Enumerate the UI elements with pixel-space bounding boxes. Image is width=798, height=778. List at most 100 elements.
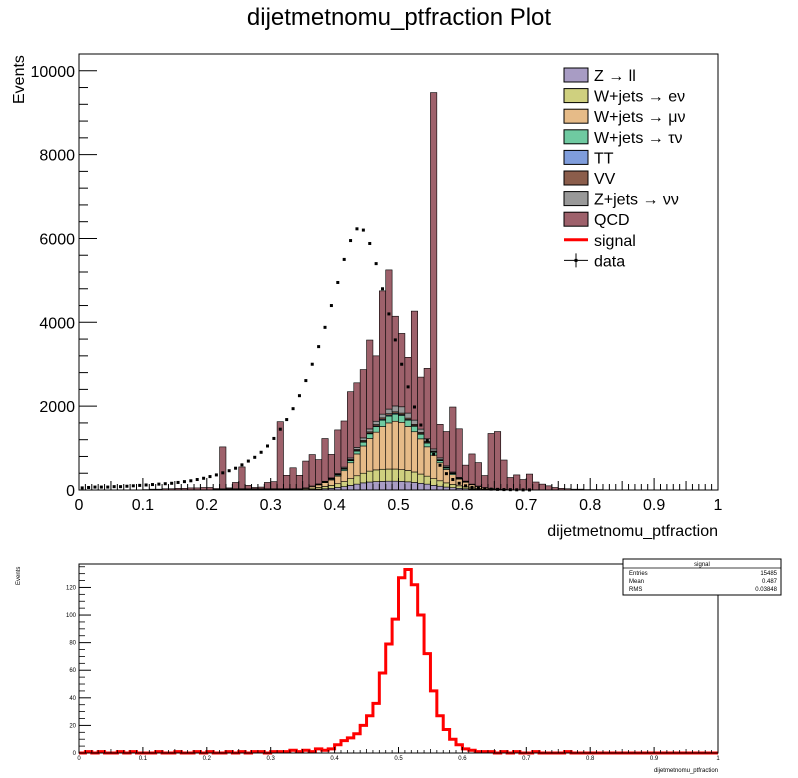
signal-x-tick-label: 0.9 [650,756,659,762]
data-point [208,475,212,479]
bar [340,470,348,482]
bar [404,481,412,491]
legend-item: Z+jets → νν [563,191,679,209]
bar [372,481,380,491]
data-point [329,304,333,308]
bar [379,481,387,491]
bar [436,460,444,464]
bar [545,485,553,491]
data-point [144,483,148,487]
bar [391,315,399,407]
chart-title: dijetmetnomu_ptfraction Plot [246,4,552,31]
data-point [163,482,167,486]
bar [270,481,278,490]
bar [321,486,329,490]
bar [379,413,387,419]
bar [423,475,431,485]
bar [334,429,342,474]
legend-label: data [594,253,625,270]
data-point [419,423,423,427]
data-point [451,478,455,482]
bar [436,485,444,491]
bar [398,481,406,491]
y-tick-label: 6000 [39,231,75,248]
data-point [464,484,468,488]
bar [366,481,374,491]
bar [372,355,380,422]
signal-x-tick-label: 0.1 [139,756,148,762]
data-point [106,485,110,489]
bar [359,441,367,447]
bar [430,485,438,491]
bar [347,478,355,486]
bar [494,431,502,490]
data-point [189,479,193,483]
data-point [444,472,448,476]
main-chart: 0 0.1 0.2 0.3 0.4 0.5 0.6 0.7 0.8 0.9 1 0 2000 4000 6… [11,53,723,540]
bar [500,459,508,490]
bar [417,473,425,484]
signal-x-tick-label: 0.2 [203,756,212,762]
data-points [80,227,531,492]
x-tick-label: 0.7 [515,497,537,514]
x-tick-label: 0 [75,497,84,514]
bar [385,269,393,410]
bar [391,480,399,491]
bar [347,462,355,479]
bar [353,483,361,491]
bar [302,460,310,489]
bar [366,428,374,433]
x-tick-label: 0.9 [643,497,665,514]
bar [359,445,367,474]
stats-box: signal Entries 15485 Mean 0.487 RMS 0.03848 [622,558,782,596]
data-point [368,241,372,245]
bar [276,421,284,490]
bar [315,484,323,488]
bar [410,419,418,425]
bar [372,420,380,425]
bar [366,438,374,472]
data-point [150,483,154,487]
bar [372,426,380,433]
legend-item: W+jets → eν [563,88,685,106]
bar [347,391,355,459]
bar [455,485,463,489]
data-point [496,487,500,491]
bar [436,480,444,487]
legend-item: W+jets → μν [563,108,685,126]
data-point [202,476,206,480]
signal-y-tick-label: 40 [69,696,76,702]
bar [327,485,335,489]
legend-item: TT [563,149,614,167]
bar [379,290,387,415]
bar [321,438,329,482]
data-point [240,463,244,467]
bar [321,482,329,487]
y-tick-label: 8000 [39,148,75,165]
bar [423,446,431,477]
legend-label: Z+jets → νν [594,192,679,209]
legend-label: Z → ll [594,68,636,85]
data-point [483,487,487,491]
data-point [266,444,269,448]
bar [398,469,406,482]
legend-swatch [563,129,589,145]
bar [232,482,240,490]
data-point [285,418,289,422]
bar [538,483,546,491]
data-point [157,482,161,486]
data-point [476,486,480,490]
data-point [425,439,429,443]
bar [404,470,412,483]
data-point [170,481,174,485]
bar [353,453,361,477]
stacked-histograms [142,92,604,491]
bar [398,406,406,414]
bar [430,448,438,452]
x-tick-label: 0.8 [579,497,601,514]
bar [417,428,425,433]
x-axis-label: dijetmetnomu_ptfraction [547,523,718,540]
legend-item: data [564,253,625,270]
data-point [246,459,250,463]
legend: Z → ll W+jets → eν W+jets → μν W+jets → τν T… [563,67,685,270]
